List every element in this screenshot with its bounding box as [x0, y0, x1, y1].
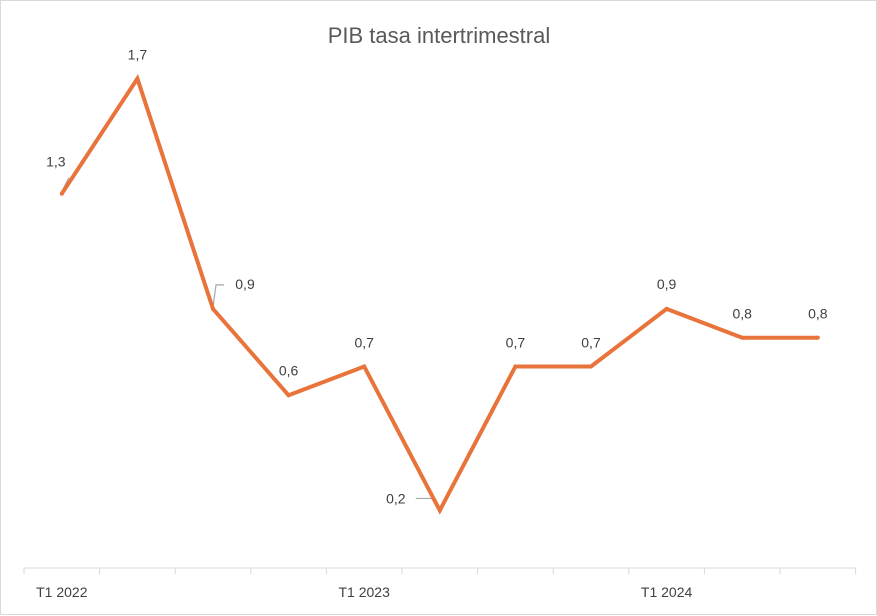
- x-tick-label: T1 2022: [36, 584, 88, 600]
- data-point: [59, 191, 64, 196]
- data-point: [437, 508, 442, 513]
- chart-title: PIB tasa intertrimestral: [328, 23, 551, 48]
- data-point: [286, 393, 291, 398]
- leader-lines: [61, 177, 439, 509]
- x-axis: T1 2022 T1 2023 T1 2024: [23, 567, 857, 600]
- data-label: 0,7: [506, 334, 526, 350]
- x-tick-label: T1 2024: [641, 584, 693, 600]
- data-label: 0,9: [657, 276, 677, 292]
- data-labels: 1,3 1,7 0,9 0,6 0,7 0,2 0,7 0,7 0,9 0,8 0,8: [46, 47, 828, 507]
- data-point: [135, 76, 140, 81]
- label-leader-line: [212, 284, 224, 307]
- data-point: [664, 306, 669, 311]
- series-line: [60, 74, 818, 515]
- data-point: [740, 335, 745, 340]
- data-label: 1,3: [46, 154, 66, 170]
- data-point: [211, 306, 215, 311]
- data-label: 0,2: [386, 490, 406, 506]
- data-label: 0,8: [808, 306, 828, 322]
- x-tick-label: T1 2023: [339, 584, 391, 600]
- data-point: [362, 364, 367, 369]
- data-label: 0,7: [354, 334, 374, 350]
- data-label: 0,8: [732, 306, 752, 322]
- data-point: [589, 364, 593, 369]
- data-point: [815, 335, 820, 340]
- data-label: 0,6: [279, 362, 299, 378]
- data-label: 0,9: [235, 276, 255, 292]
- data-label: 1,7: [128, 47, 148, 63]
- data-label: 0,7: [581, 334, 601, 350]
- data-point: [513, 364, 518, 369]
- series-layer: [59, 74, 820, 515]
